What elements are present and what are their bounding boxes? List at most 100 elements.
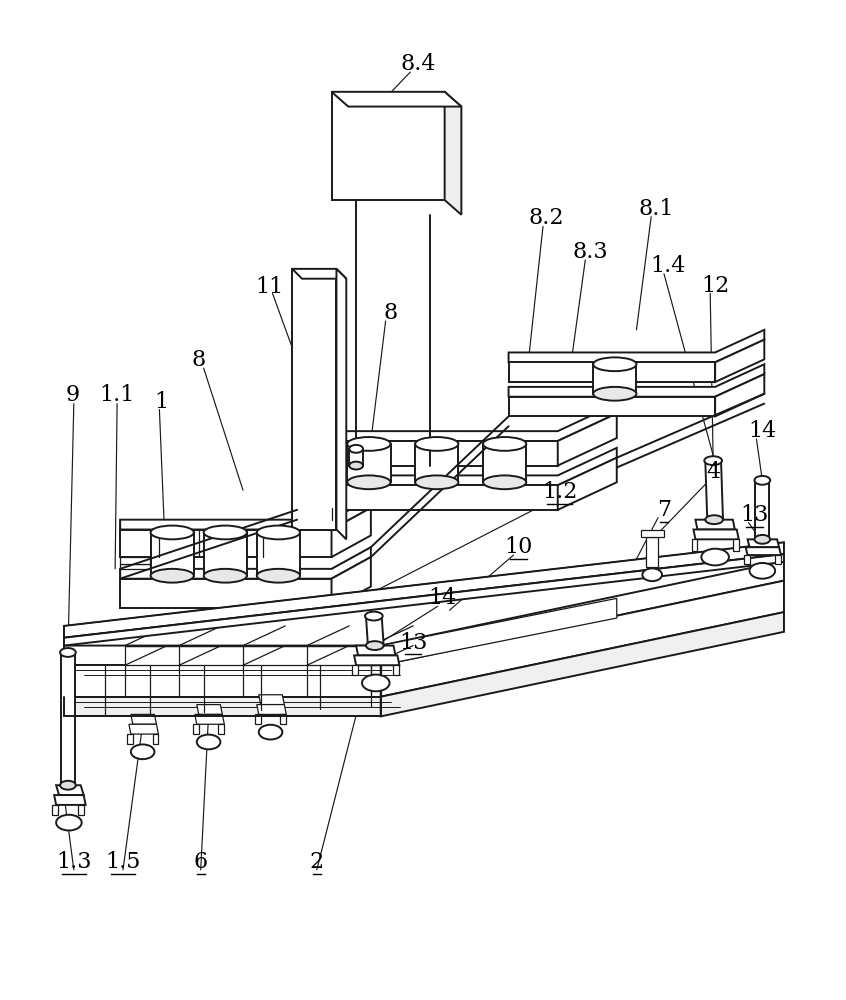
Text: 1.2: 1.2 [542,481,578,503]
Polygon shape [193,724,199,734]
Ellipse shape [347,437,391,451]
Text: 4: 4 [706,461,720,483]
Polygon shape [354,655,399,665]
Ellipse shape [257,569,300,583]
Text: 7: 7 [656,499,671,521]
Ellipse shape [204,526,247,539]
Polygon shape [120,498,371,530]
Polygon shape [292,269,337,530]
Ellipse shape [257,526,300,539]
Polygon shape [120,547,371,579]
Text: 10: 10 [504,536,533,558]
Ellipse shape [705,456,722,465]
Polygon shape [706,461,723,520]
Polygon shape [445,92,461,215]
Polygon shape [694,530,739,539]
Polygon shape [56,785,84,795]
Polygon shape [641,530,664,537]
Polygon shape [745,547,781,555]
Polygon shape [257,705,286,714]
Polygon shape [120,557,150,564]
Polygon shape [120,530,332,557]
Ellipse shape [415,437,459,451]
Polygon shape [715,374,764,416]
Ellipse shape [366,641,383,650]
Polygon shape [255,714,261,724]
Text: 1.4: 1.4 [651,255,685,277]
Polygon shape [508,362,715,382]
Ellipse shape [131,744,155,759]
Text: 8.4: 8.4 [400,53,436,75]
Polygon shape [381,598,617,665]
Polygon shape [197,705,222,714]
Polygon shape [120,579,332,608]
Ellipse shape [204,569,247,583]
Polygon shape [508,364,764,397]
Ellipse shape [259,725,283,740]
Text: 11: 11 [255,276,283,298]
Polygon shape [393,665,399,675]
Text: 14: 14 [748,420,777,442]
Polygon shape [349,449,363,466]
Polygon shape [125,646,381,665]
Polygon shape [352,665,358,675]
Polygon shape [131,714,157,724]
Polygon shape [297,485,558,510]
Ellipse shape [755,476,770,485]
Polygon shape [558,458,617,510]
Polygon shape [64,542,784,638]
Text: 9: 9 [66,384,80,406]
Polygon shape [52,805,58,815]
Text: 1.1: 1.1 [100,384,135,406]
Polygon shape [64,554,784,646]
Polygon shape [64,665,381,697]
Ellipse shape [750,563,775,579]
Polygon shape [775,555,781,564]
Ellipse shape [349,445,363,453]
Polygon shape [691,539,697,551]
Polygon shape [508,330,764,362]
Ellipse shape [706,515,723,524]
Polygon shape [64,561,784,665]
Text: 8.3: 8.3 [573,241,608,263]
Polygon shape [120,564,150,569]
Polygon shape [204,532,247,576]
Polygon shape [127,734,133,744]
Text: 8: 8 [383,302,398,324]
Ellipse shape [483,437,526,451]
Polygon shape [292,269,346,279]
Polygon shape [483,444,526,482]
Polygon shape [218,724,224,734]
Polygon shape [78,805,84,815]
Ellipse shape [415,475,459,489]
Text: 14: 14 [429,587,457,609]
Ellipse shape [593,357,636,371]
Ellipse shape [151,569,194,583]
Ellipse shape [349,462,363,470]
Polygon shape [332,557,371,608]
Polygon shape [195,714,224,724]
Polygon shape [151,532,194,576]
Polygon shape [297,448,617,485]
Ellipse shape [593,387,636,401]
Polygon shape [257,532,300,576]
Polygon shape [366,616,383,646]
Ellipse shape [347,475,391,489]
Polygon shape [381,581,784,697]
Polygon shape [297,441,558,466]
Polygon shape [54,795,85,805]
Ellipse shape [60,648,76,657]
Polygon shape [715,340,764,382]
Ellipse shape [362,675,389,691]
Polygon shape [332,92,445,200]
Ellipse shape [197,735,220,749]
Text: 2: 2 [310,851,324,873]
Polygon shape [695,520,735,530]
Text: 1.5: 1.5 [105,851,140,873]
Polygon shape [381,612,784,716]
Polygon shape [356,646,395,655]
Polygon shape [593,364,636,394]
Ellipse shape [365,612,382,620]
Text: 12: 12 [701,275,729,297]
Polygon shape [558,413,617,466]
